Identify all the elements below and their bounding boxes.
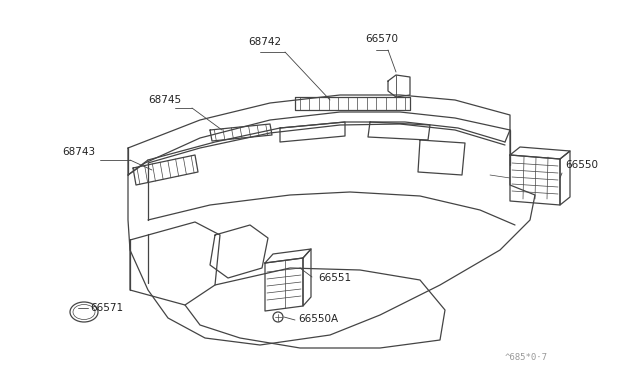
Text: 66551: 66551: [318, 273, 351, 283]
Text: 66571: 66571: [90, 303, 123, 313]
Text: 66570: 66570: [365, 34, 398, 44]
Text: 66550A: 66550A: [298, 314, 338, 324]
Text: ^685*0·7: ^685*0·7: [505, 353, 548, 362]
Text: 68742: 68742: [248, 37, 281, 47]
Text: 68743: 68743: [62, 147, 95, 157]
Text: 66550: 66550: [565, 160, 598, 170]
Text: 68745: 68745: [148, 95, 181, 105]
